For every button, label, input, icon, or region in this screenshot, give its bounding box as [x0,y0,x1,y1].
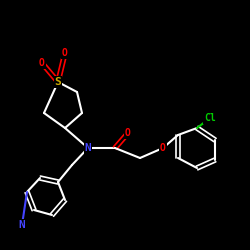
Text: O: O [160,143,166,153]
Text: S: S [54,77,62,87]
Text: Cl: Cl [204,113,216,123]
Text: O: O [62,48,68,58]
Text: N: N [84,143,91,153]
Text: N: N [18,220,26,230]
Text: O: O [125,128,131,138]
Text: O: O [39,58,45,68]
